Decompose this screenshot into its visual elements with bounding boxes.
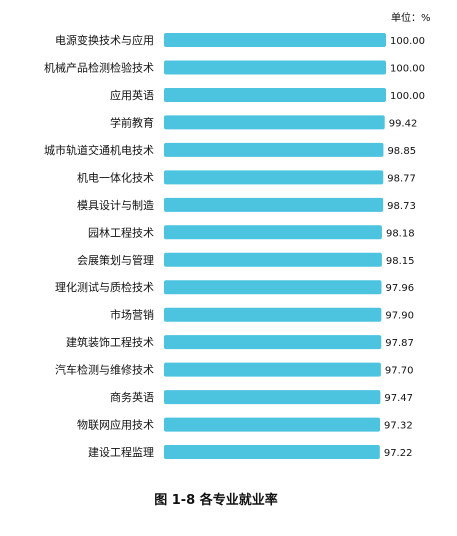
category-label: 会展策划与管理 [77, 253, 154, 267]
value-label: 97.32 [384, 421, 413, 432]
value-label: 97.90 [385, 311, 414, 322]
category-label: 电源变换技术与应用 [55, 33, 154, 47]
bar [164, 33, 386, 47]
unit-label: 单位：% [391, 11, 431, 24]
value-label: 98.73 [387, 201, 416, 212]
category-label: 理化测试与质检技术 [55, 280, 154, 294]
bar [164, 390, 381, 405]
value-label: 98.18 [386, 228, 415, 239]
category-label: 建筑装饰工程技术 [66, 335, 154, 349]
bar [164, 115, 385, 130]
value-label: 100.00 [390, 91, 425, 102]
value-label: 99.42 [389, 118, 418, 129]
value-label: 100.00 [390, 36, 425, 47]
bar [164, 252, 382, 267]
category-label: 应用英语 [110, 88, 154, 102]
value-label: 97.47 [384, 393, 413, 404]
value-label: 100.00 [390, 63, 425, 74]
bar [164, 307, 382, 322]
chart-caption: 图 1-8 各专业就业率 [154, 492, 278, 508]
value-label: 98.77 [387, 173, 416, 184]
bar [164, 225, 382, 240]
value-label: 98.85 [387, 146, 416, 157]
category-label: 机电一体化技术 [77, 170, 154, 184]
value-label: 97.87 [385, 338, 414, 349]
category-label: 城市轨道交通机电技术 [44, 143, 154, 157]
bars-group: 电源变换技术与应用 100.00 机械产品检测检验技术 100.00 应用英语 100.0… [44, 33, 425, 460]
bar [164, 142, 384, 157]
value-label: 97.22 [384, 448, 413, 459]
category-label: 模具设计与制造 [77, 198, 154, 212]
bar [164, 362, 381, 377]
category-label: 物联网应用技术 [77, 418, 154, 432]
category-label: 园林工程技术 [88, 225, 154, 239]
category-label: 机械产品检测检验技术 [44, 60, 154, 74]
bar [164, 280, 382, 295]
bar [164, 170, 384, 185]
bar [164, 417, 381, 432]
bar [164, 197, 384, 212]
category-label: 市场营销 [110, 308, 154, 322]
value-label: 97.70 [385, 366, 414, 377]
category-label: 学前教育 [110, 115, 154, 129]
category-label: 汽车检测与维修技术 [55, 363, 154, 377]
bar [164, 335, 382, 350]
bar [164, 60, 386, 75]
bar [164, 445, 380, 460]
value-label: 97.96 [385, 283, 414, 294]
value-label: 98.15 [386, 256, 415, 267]
category-label: 建设工程监理 [88, 445, 154, 459]
bar [164, 87, 386, 102]
category-label: 商务英语 [110, 390, 154, 404]
